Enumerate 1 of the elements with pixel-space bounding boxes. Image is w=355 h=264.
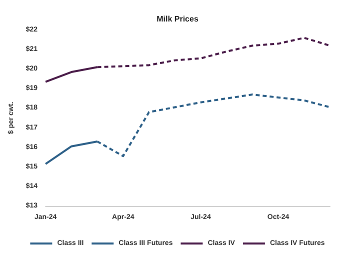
- chart-title: Milk Prices: [156, 14, 199, 24]
